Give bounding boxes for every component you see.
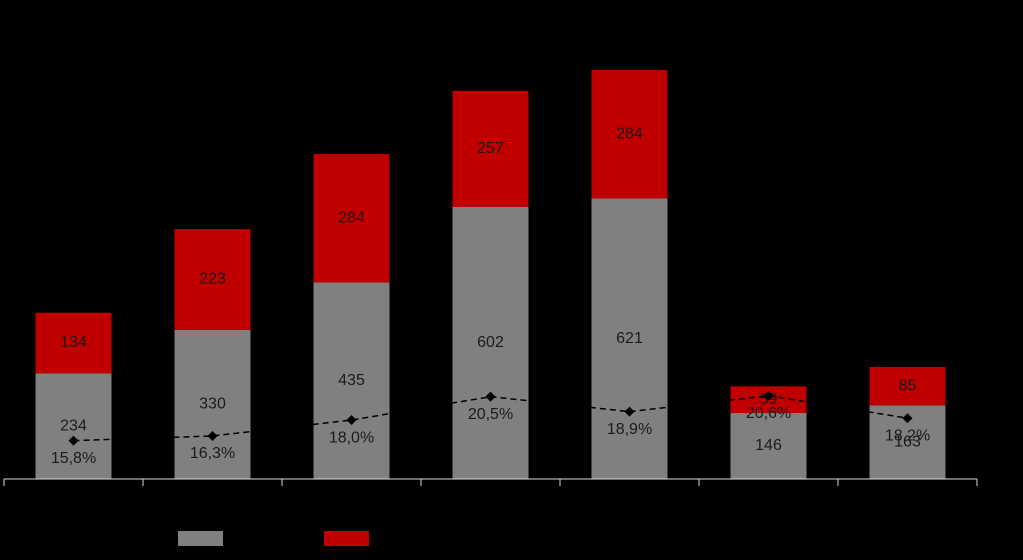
bar-segment xyxy=(591,70,668,199)
bar-segment xyxy=(313,282,390,479)
diamond-marker xyxy=(346,415,357,426)
pct-label: 18,9% xyxy=(607,421,652,438)
bar-segment xyxy=(452,90,529,207)
bar-segment xyxy=(174,329,251,479)
value-label: 163 xyxy=(894,433,921,450)
value-label: 330 xyxy=(199,396,226,413)
diamond-marker xyxy=(68,435,79,446)
diamond-marker xyxy=(624,406,635,417)
value-label: 621 xyxy=(616,330,643,347)
bar-segment xyxy=(35,312,112,374)
value-label: 223 xyxy=(199,271,226,288)
pct-label: 20,6% xyxy=(746,405,791,422)
legend-swatch xyxy=(324,531,369,546)
value-label: 284 xyxy=(616,125,643,142)
value-label: 85 xyxy=(899,377,917,394)
bar-segment xyxy=(591,198,668,479)
value-label: 284 xyxy=(338,209,365,226)
diamond-marker xyxy=(902,413,913,424)
value-label: 435 xyxy=(338,372,365,389)
bar-segment xyxy=(35,373,112,479)
pct-label: 16,3% xyxy=(190,445,235,462)
bar-segment xyxy=(730,413,807,479)
bar-segment xyxy=(452,206,529,479)
pct-label: 18,0% xyxy=(329,429,374,446)
bar-segment xyxy=(869,366,946,406)
pct-label: 15,8% xyxy=(51,450,96,467)
bar-segment xyxy=(174,229,251,330)
value-label: 234 xyxy=(60,417,87,434)
value-label: 602 xyxy=(477,334,504,351)
bar-segment xyxy=(313,154,390,283)
value-label: 134 xyxy=(60,334,87,351)
value-label: 146 xyxy=(755,437,782,454)
pct-label: 18,2% xyxy=(885,427,930,444)
legend-swatch xyxy=(178,531,223,546)
pct-label: 20,5% xyxy=(468,406,513,423)
value-label: 257 xyxy=(477,140,504,157)
diamond-marker xyxy=(207,430,218,441)
diamond-marker xyxy=(485,391,496,402)
diamond-marker xyxy=(763,390,774,401)
